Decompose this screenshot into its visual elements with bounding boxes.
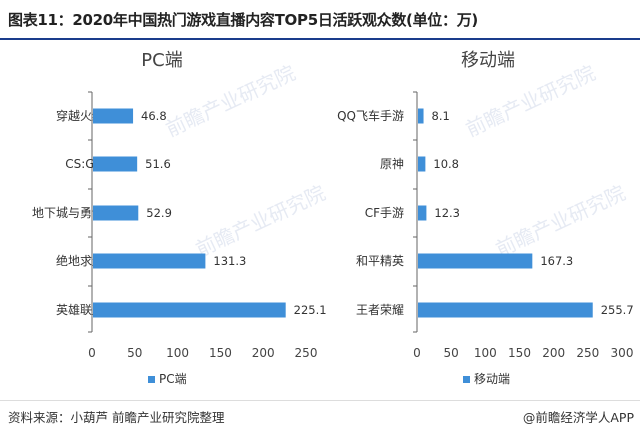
mobile-bar [418,253,533,269]
mobile-legend-label: 移动端 [474,372,510,386]
pc-legend-swatch [148,376,155,383]
pc-category-label: 穿越火线 [56,108,104,123]
charts-area: 前瞻产业研究院 前瞻产业研究院 前瞻产业研究院 前瞻产业研究院 PC端 穿越火线 46.8 C… [0,42,640,397]
pc-x-tick-label: 0 [88,346,96,360]
mobile-x-tick-label: 150 [508,346,531,360]
pc-bar [93,205,139,221]
pc-legend-label: PC端 [159,372,187,386]
pc-value-label: 51.6 [145,157,171,171]
watermark-text: 前瞻产业研究院 [162,61,299,142]
pc-x-tick-label: 150 [209,346,232,360]
mobile-value-label: 255.7 [601,303,634,317]
pc-value-label: 225.1 [294,303,327,317]
watermark-text: 前瞻产业研究院 [462,61,599,142]
mobile-category-label: 和平精英 [356,254,404,268]
header: 图表11：2020年中国热门游戏直播内容TOP5日活跃观众数(单位：万) [0,0,640,42]
pc-value-label: 131.3 [213,254,246,268]
mobile-x-tick-label: 50 [444,346,459,360]
pc-x-tick-label: 200 [252,346,275,360]
mobile-x-tick-label: 100 [474,346,497,360]
source-note: 资料来源：小葫芦 前瞻产业研究院整理 [8,410,225,425]
mobile-chart-title: 移动端 [461,50,515,71]
mobile-x-tick-label: 200 [542,346,565,360]
pc-value-label: 52.9 [146,206,172,220]
mobile-x-tick-label: 0 [413,346,421,360]
footer-divider [0,400,640,401]
attribution: @前瞻经济学人APP [522,410,634,425]
pc-x-tick-label: 250 [295,346,318,360]
mobile-x-tick-label: 300 [611,346,634,360]
mobile-category-label: CF手游 [365,206,404,220]
watermark-text: 前瞻产业研究院 [192,181,329,262]
mobile-category-label: 原神 [380,157,404,171]
mobile-value-label: 12.3 [434,206,460,220]
mobile-legend-swatch [463,376,470,383]
pc-x-tick-label: 50 [127,346,142,360]
pc-bar [93,156,138,172]
pc-category-label: 地下城与勇士 [32,206,104,220]
pc-bar [93,253,206,269]
pc-value-label: 46.8 [141,109,167,123]
mobile-value-label: 167.3 [540,254,573,268]
mobile-bar [418,108,424,124]
watermark-text: 前瞻产业研究院 [492,181,629,262]
mobile-category-label: QQ飞车手游 [337,108,404,123]
mobile-x-tick-label: 250 [576,346,599,360]
mobile-value-label: 10.8 [433,157,459,171]
mobile-bar [418,302,593,318]
mobile-bar [418,205,427,221]
mobile-value-label: 8.1 [432,109,450,123]
pc-chart-title: PC端 [141,50,182,71]
page-title: 图表11：2020年中国热门游戏直播内容TOP5日活跃观众数(单位：万) [8,11,478,29]
pc-x-tick-label: 100 [166,346,189,360]
pc-bar [93,302,286,318]
header-divider [0,38,640,40]
footer: 资料来源：小葫芦 前瞻产业研究院整理 @前瞻经济学人APP [0,400,640,431]
pc-bar [93,108,134,124]
mobile-bar [418,156,426,172]
pc-category-label: 英雄联盟 [56,302,104,317]
mobile-category-label: 王者荣耀 [356,303,404,317]
pc-category-label: 绝地求生 [56,253,104,268]
